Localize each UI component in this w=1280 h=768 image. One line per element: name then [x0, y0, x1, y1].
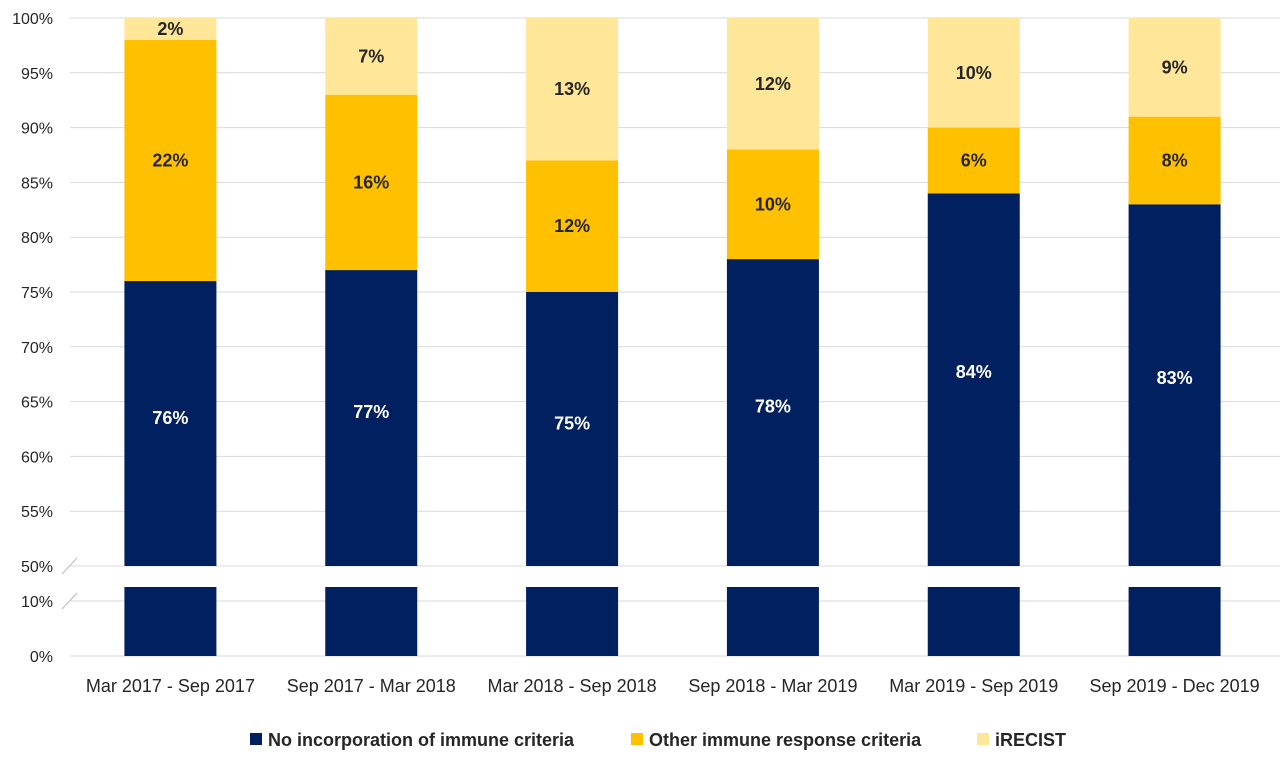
data-label: 13%: [554, 79, 590, 99]
bar-segment: [726, 149, 819, 260]
bar-segment: [325, 94, 418, 271]
x-category-label: Sep 2018 - Mar 2019: [688, 676, 857, 696]
y-tick-label: 65%: [21, 395, 53, 412]
legend: No incorporation of immune criteria Other…: [250, 730, 1066, 750]
x-category-label: Mar 2017 - Sep 2017: [86, 676, 255, 696]
y-tick-label: 95%: [21, 66, 53, 83]
x-axis: Mar 2017 - Sep 2017 Sep 2017 - Mar 2018 Ma…: [86, 676, 1260, 696]
legend-label: iRECIST: [995, 730, 1066, 750]
data-label: 84%: [956, 362, 992, 382]
y-tick-label: 50%: [21, 559, 53, 576]
data-label: 6%: [961, 150, 987, 170]
legend-label: No incorporation of immune criteria: [268, 730, 575, 750]
legend-swatch: [250, 733, 262, 745]
data-label: 83%: [1157, 368, 1193, 388]
bar-segment-lower: [325, 587, 418, 656]
bar-segment: [124, 281, 217, 566]
data-label: 12%: [755, 74, 791, 94]
y-tick-label: 90%: [21, 121, 53, 138]
data-label: 76%: [152, 408, 188, 428]
y-tick-label: 0%: [30, 649, 53, 666]
x-category-label: Sep 2019 - Dec 2019: [1090, 676, 1260, 696]
gridlines: [70, 17, 1280, 657]
data-label: 2%: [157, 19, 183, 39]
bar-segment: [927, 18, 1020, 128]
bar-segment: [726, 259, 819, 566]
legend-swatch: [977, 733, 989, 745]
legend-swatch: [631, 733, 643, 745]
x-category-label: Mar 2018 - Sep 2018: [488, 676, 657, 696]
y-tick-label: 60%: [21, 449, 53, 466]
bar-segment-lower: [124, 587, 217, 656]
x-category-label: Mar 2019 - Sep 2019: [889, 676, 1058, 696]
data-label: 7%: [358, 46, 384, 66]
y-tick-label: 70%: [21, 340, 53, 357]
x-category-label: Sep 2017 - Mar 2018: [287, 676, 456, 696]
data-label: 22%: [152, 150, 188, 170]
data-label: 10%: [956, 63, 992, 83]
data-label: 12%: [554, 216, 590, 236]
bar-segment: [726, 18, 819, 150]
data-labels: 76% 22% 2% 77% 16% 7% 75% 12% 13% 78% 10% 12% 84% 6% 1…: [152, 19, 1192, 434]
bar-segment-lower: [726, 587, 819, 656]
y-tick-label: 75%: [21, 285, 53, 302]
data-label: 77%: [353, 402, 389, 422]
bar-segment: [1128, 116, 1221, 205]
bar-segment: [124, 39, 217, 282]
bar-segment: [1128, 18, 1221, 117]
bar-segment: [526, 292, 619, 566]
bar-segment-lower: [1128, 587, 1221, 656]
bar-segment: [325, 18, 418, 95]
bar-segment-lower: [927, 587, 1020, 656]
data-label: 75%: [554, 414, 590, 434]
y-tick-label: 10%: [21, 594, 53, 611]
data-label: 16%: [353, 172, 389, 192]
bar-segment: [1128, 204, 1221, 566]
bar-segment: [526, 18, 619, 161]
y-tick-label: 100%: [12, 11, 53, 28]
data-label: 8%: [1162, 150, 1188, 170]
bar-segment: [927, 127, 1020, 194]
data-label: 9%: [1162, 57, 1188, 77]
bar-segment: [526, 160, 619, 292]
legend-label: Other immune response criteria: [649, 730, 922, 750]
y-tick-label: 85%: [21, 175, 53, 192]
bar-segment: [124, 18, 217, 40]
axis-break-mark-lower: [61, 592, 78, 610]
axis-break-mark-upper: [61, 557, 78, 575]
y-tick-label: 55%: [21, 504, 53, 521]
bar-segment: [325, 270, 418, 566]
y-tick-label: 80%: [21, 230, 53, 247]
data-label: 78%: [755, 396, 791, 416]
bars: [124, 18, 1221, 656]
bar-segment: [927, 193, 1020, 567]
y-axis: 100% 95% 90% 85% 80% 75% 70% 65% 60% 55% 50% 10% 0%: [12, 11, 78, 666]
bar-segment-lower: [526, 587, 619, 656]
data-label: 10%: [755, 194, 791, 214]
